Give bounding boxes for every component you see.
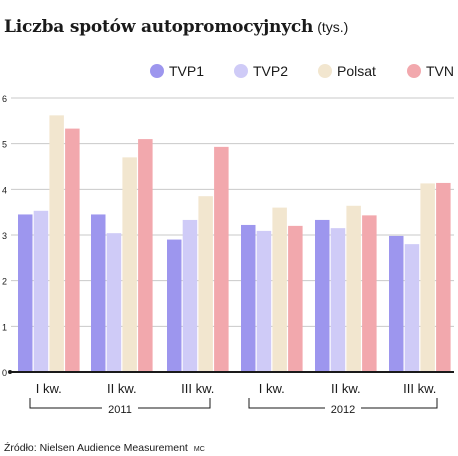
chart-title: Liczba spotów autopromocyjnych xyxy=(4,17,314,37)
bar-tvp1-3 xyxy=(167,239,182,372)
y-tick-label: 4 xyxy=(2,185,7,195)
group-label-bg xyxy=(325,402,361,414)
bar-tvn-1 xyxy=(65,128,80,372)
bar-tvp1-5 xyxy=(315,219,330,372)
y-tick-label: 3 xyxy=(2,231,7,241)
bar-tvn-2 xyxy=(138,139,153,372)
chart-subtitle: (tys.) xyxy=(317,19,349,35)
y-tick-label: 6 xyxy=(2,94,7,104)
chart-title-block: Liczba spotów autopromocyjnych (tys.) xyxy=(4,17,348,37)
bar-tvp2-6 xyxy=(404,244,420,372)
y-tick-label: 0 xyxy=(2,368,7,378)
x-tick-label: II kw. xyxy=(331,381,361,396)
bar-tvp1-1 xyxy=(18,214,33,372)
bar-polsat-1 xyxy=(49,115,64,372)
group-label: 2012 xyxy=(331,404,355,416)
y-tick-label: 2 xyxy=(2,277,7,287)
bar-tvp2-5 xyxy=(330,228,346,372)
legend-label: TVP2 xyxy=(253,63,288,79)
bar-tvp1-6 xyxy=(389,235,404,372)
x-tick-label: III kw. xyxy=(181,381,214,396)
bar-tvn-6 xyxy=(436,182,451,372)
author-credit: MC xyxy=(193,446,205,453)
bar-tvn-5 xyxy=(362,215,377,372)
bar-tvp2-1 xyxy=(33,210,49,372)
bar-tvp2-4 xyxy=(256,230,272,372)
x-tick-label: I kw. xyxy=(36,381,62,396)
group-label-bg xyxy=(102,402,138,414)
bar-polsat-5 xyxy=(346,205,361,372)
bar-tvp1-2 xyxy=(91,214,106,372)
source-text: Źródło: Nielsen Audience Measurement xyxy=(4,442,188,454)
legend-label: TVN xyxy=(426,63,454,79)
bar-chart: 0 1 2 3 4 5 6 I kw. II kw. III kw. I kw. II kw. III … xyxy=(2,63,454,416)
bar-tvn-3 xyxy=(214,146,229,372)
bar-tvp2-3 xyxy=(182,219,198,372)
bar-polsat-4 xyxy=(272,207,287,372)
y-tick-label: 1 xyxy=(2,322,7,332)
bar-tvp1-4 xyxy=(241,224,256,372)
legend-label: Polsat xyxy=(337,63,376,79)
x-tick-label: II kw. xyxy=(107,381,137,396)
bar-polsat-6 xyxy=(420,183,435,372)
x-tick-label: I kw. xyxy=(259,381,285,396)
legend-swatch-tvp2 xyxy=(234,64,248,78)
legend-swatch-tvn xyxy=(407,64,421,78)
y-tick-label: 5 xyxy=(2,140,7,150)
x-tick-label: III kw. xyxy=(403,381,436,396)
axis-origin-dot xyxy=(8,370,12,374)
legend-swatch-tvp1 xyxy=(150,64,164,78)
bar-polsat-2 xyxy=(122,157,137,372)
source-note: Źródło: Nielsen Audience Measurement MC xyxy=(4,442,205,454)
legend-swatch-polsat xyxy=(318,64,332,78)
bar-tvp2-2 xyxy=(106,233,122,372)
bar-polsat-3 xyxy=(198,196,213,372)
group-label: 2011 xyxy=(108,404,132,416)
bar-tvn-4 xyxy=(288,225,303,372)
legend-label: TVP1 xyxy=(169,63,204,79)
